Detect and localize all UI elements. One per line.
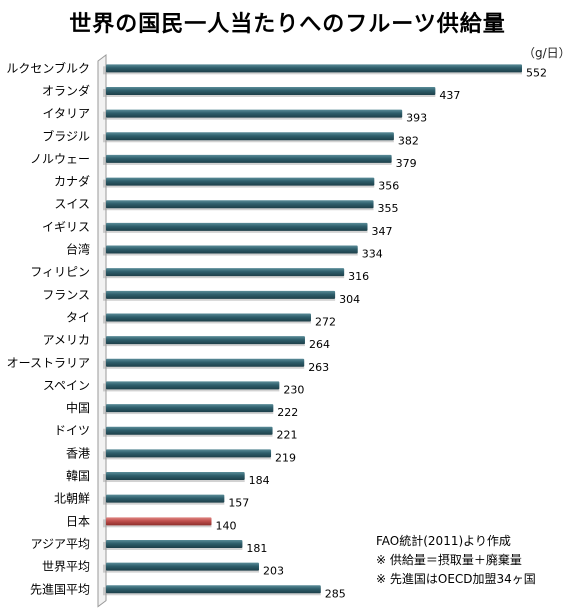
bar [106,200,374,209]
value-label: 184 [249,474,270,487]
value-label: 382 [398,134,419,147]
bar [106,472,245,481]
bar [106,585,321,594]
value-label: 285 [325,587,346,600]
value-label: 334 [362,248,383,261]
category-label: ブラジル [42,128,90,143]
bar [106,64,522,73]
value-label: 379 [396,157,417,170]
value-label: 222 [277,406,298,419]
value-label: 157 [228,497,249,510]
value-label: 264 [309,338,330,351]
bar [106,336,305,345]
category-label: イギリス [42,220,90,234]
category-label: アジア平均 [30,537,90,551]
category-label: タイ [66,310,90,324]
value-label: 316 [348,270,369,283]
source-notes: FAO統計(2011)より作成 ※ 供給量＝摂取量＋廃棄量 ※ 先進国はOECD… [376,532,536,589]
category-label: スペイン [43,378,90,392]
category-label: フィリピン [30,265,90,279]
bar [106,290,336,299]
value-label: 393 [406,112,427,125]
value-label: 221 [277,429,298,442]
value-label: 552 [526,66,547,79]
value-label: 347 [372,225,393,238]
bar [106,222,368,231]
value-label: 203 [263,565,284,578]
category-label: 中国 [66,400,90,415]
bar [106,449,272,458]
bar [106,245,358,254]
bar [106,562,259,571]
category-label: フランス [42,288,90,302]
axis-wall [97,54,107,608]
value-label: 181 [246,542,267,555]
bar [106,381,280,390]
category-label: 台湾 [66,242,90,257]
category-label: アメリカ [43,333,90,347]
category-label: ドイツ [54,424,90,438]
bar [106,539,243,548]
category-label: 世界平均 [42,560,90,574]
value-label: 263 [308,361,329,374]
bar [106,404,274,413]
bar-highlight [106,517,212,526]
bar [106,109,403,118]
category-label: 韓国 [66,469,90,483]
category-label: スイス [54,197,90,211]
note-source: FAO統計(2011)より作成 [376,534,511,548]
bar [106,86,436,95]
category-label: 先進国平均 [30,582,90,596]
value-label: 272 [315,315,336,328]
category-label: オーストラリア [7,356,90,370]
value-label: 140 [216,519,237,532]
chart-title: 世界の国民一人当たりへのフルーツ供給量 [69,12,506,37]
bar [106,268,345,277]
category-label: ノルウェー [30,152,90,166]
value-label: 304 [339,293,360,306]
value-label: 356 [378,180,399,193]
bar [106,494,225,503]
value-label: 437 [439,89,460,102]
bar [106,154,392,163]
category-label: イタリア [42,107,90,121]
value-label: 355 [378,202,399,215]
category-label: カナダ [54,174,90,189]
category-label: 北朝鮮 [54,492,90,506]
bar [106,177,375,186]
value-label: 230 [283,383,304,396]
bar [106,358,305,367]
bar [106,426,273,435]
category-label: ルクセンブルク [6,60,90,75]
value-label: 219 [275,451,296,464]
category-label: 香港 [66,446,90,460]
note-definition: ※ 供給量＝摂取量＋廃棄量 [376,553,522,567]
bar [106,132,394,141]
unit-label: （g/日） [523,46,571,60]
bar [106,313,311,322]
note-oecd: ※ 先進国はOECD加盟34ヶ国 [376,572,536,586]
category-label: 日本 [66,514,90,528]
category-label: オランダ [42,83,90,98]
